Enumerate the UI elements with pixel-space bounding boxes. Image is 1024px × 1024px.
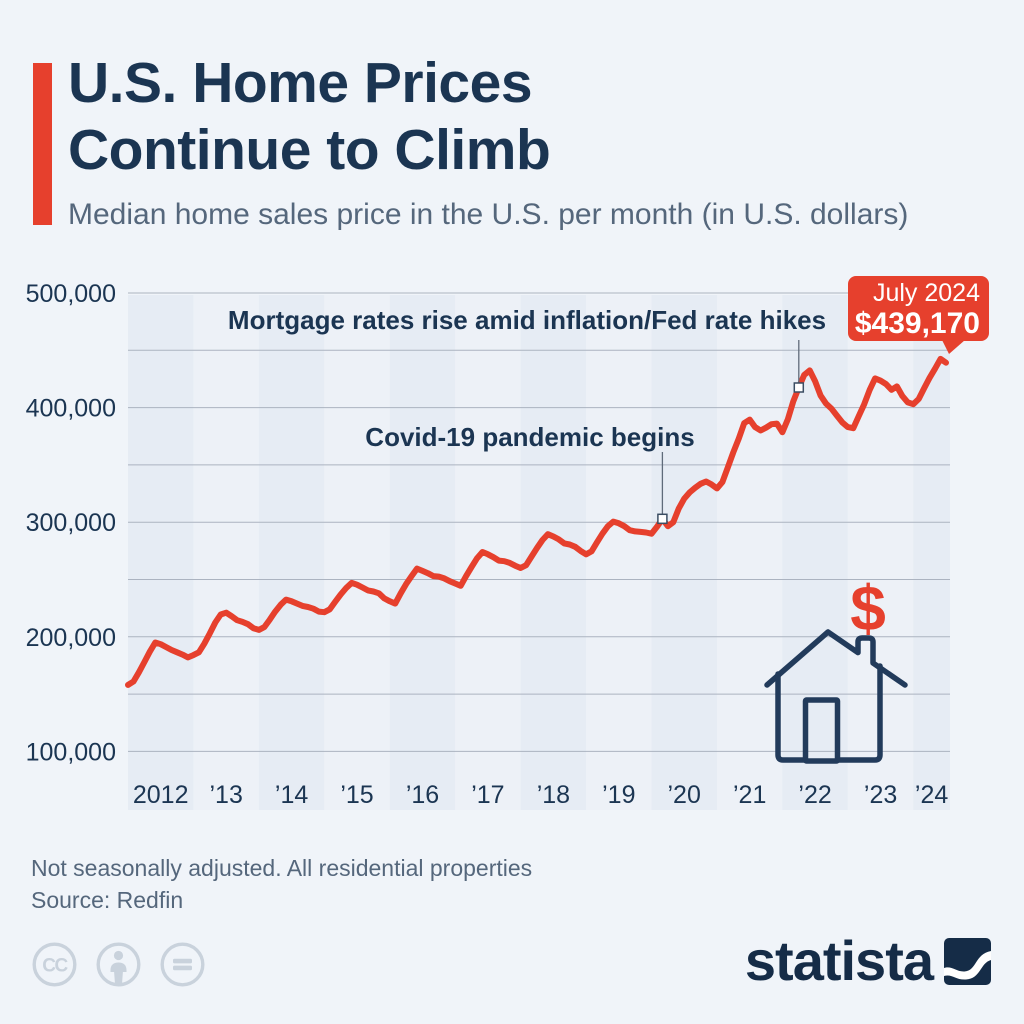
year-band bbox=[193, 295, 259, 810]
year-band bbox=[389, 295, 456, 810]
x-axis-label: ’23 bbox=[864, 781, 897, 809]
footnote: Not seasonally adjusted. All residential… bbox=[31, 855, 533, 881]
page-title: U.S. Home Prices Continue to Climb bbox=[68, 50, 551, 184]
statista-logo: statista bbox=[745, 933, 991, 989]
dollar-icon: $ bbox=[850, 572, 886, 644]
page-title-line-2: Continue to Climb bbox=[68, 118, 551, 182]
cc-icon: CC bbox=[32, 942, 77, 987]
callout-month: July 2024 bbox=[872, 279, 980, 307]
title-accent-bar bbox=[33, 63, 52, 225]
y-axis-label: 400,000 bbox=[26, 395, 116, 423]
y-axis-label: 500,000 bbox=[26, 280, 116, 308]
year-band bbox=[651, 295, 717, 810]
y-axis-label: 200,000 bbox=[26, 624, 116, 652]
year-band bbox=[913, 295, 950, 810]
statista-logo-mark bbox=[944, 937, 991, 985]
x-axis-label: ’18 bbox=[537, 781, 570, 809]
statista-wordmark: statista bbox=[744, 929, 934, 992]
year-band bbox=[716, 295, 783, 810]
x-axis-label: ’24 bbox=[915, 781, 948, 809]
y-axis-label: 300,000 bbox=[26, 509, 116, 537]
x-axis-label: ’13 bbox=[210, 781, 243, 809]
year-band bbox=[128, 295, 194, 810]
x-axis-label: ’16 bbox=[406, 781, 439, 809]
attribution-person-icon bbox=[96, 942, 141, 987]
x-axis-label: ’14 bbox=[275, 781, 308, 809]
x-axis-label: ’22 bbox=[798, 781, 831, 809]
x-axis-label: ’17 bbox=[471, 781, 504, 809]
annotation-covid-label: Covid-19 pandemic begins bbox=[365, 422, 695, 452]
price-callout: July 2024 $439,170 bbox=[848, 276, 989, 354]
year-band bbox=[586, 295, 652, 810]
x-axis-label: ’21 bbox=[733, 781, 766, 809]
annotation-marker bbox=[657, 513, 668, 525]
year-band bbox=[520, 295, 587, 810]
x-axis-label: ’15 bbox=[340, 781, 373, 809]
house-price-illustration: $ bbox=[745, 560, 915, 770]
page-title-line-1: U.S. Home Prices bbox=[68, 51, 533, 115]
equals-icon bbox=[160, 942, 205, 987]
y-axis-label: 100,000 bbox=[26, 738, 116, 766]
price-line bbox=[125, 355, 949, 688]
x-axis-label: ’19 bbox=[602, 781, 635, 809]
year-band bbox=[324, 295, 390, 810]
annotation-marker bbox=[793, 382, 805, 393]
house-icon bbox=[764, 629, 908, 764]
year-band bbox=[258, 295, 325, 810]
license-icons: CC bbox=[31, 941, 206, 988]
callout-value: $439,170 bbox=[854, 307, 980, 340]
svg-text:CC: CC bbox=[42, 956, 68, 977]
annotation-mortgage-label: Mortgage rates rise amid inflation/Fed r… bbox=[227, 305, 827, 335]
page-subtitle: Median home sales price in the U.S. per … bbox=[68, 198, 909, 231]
x-axis-label: ’20 bbox=[668, 781, 701, 809]
callout-tail-icon bbox=[942, 340, 965, 354]
source-note: Source: Redfin bbox=[31, 887, 184, 913]
x-axis-label: 2012 bbox=[133, 781, 189, 809]
